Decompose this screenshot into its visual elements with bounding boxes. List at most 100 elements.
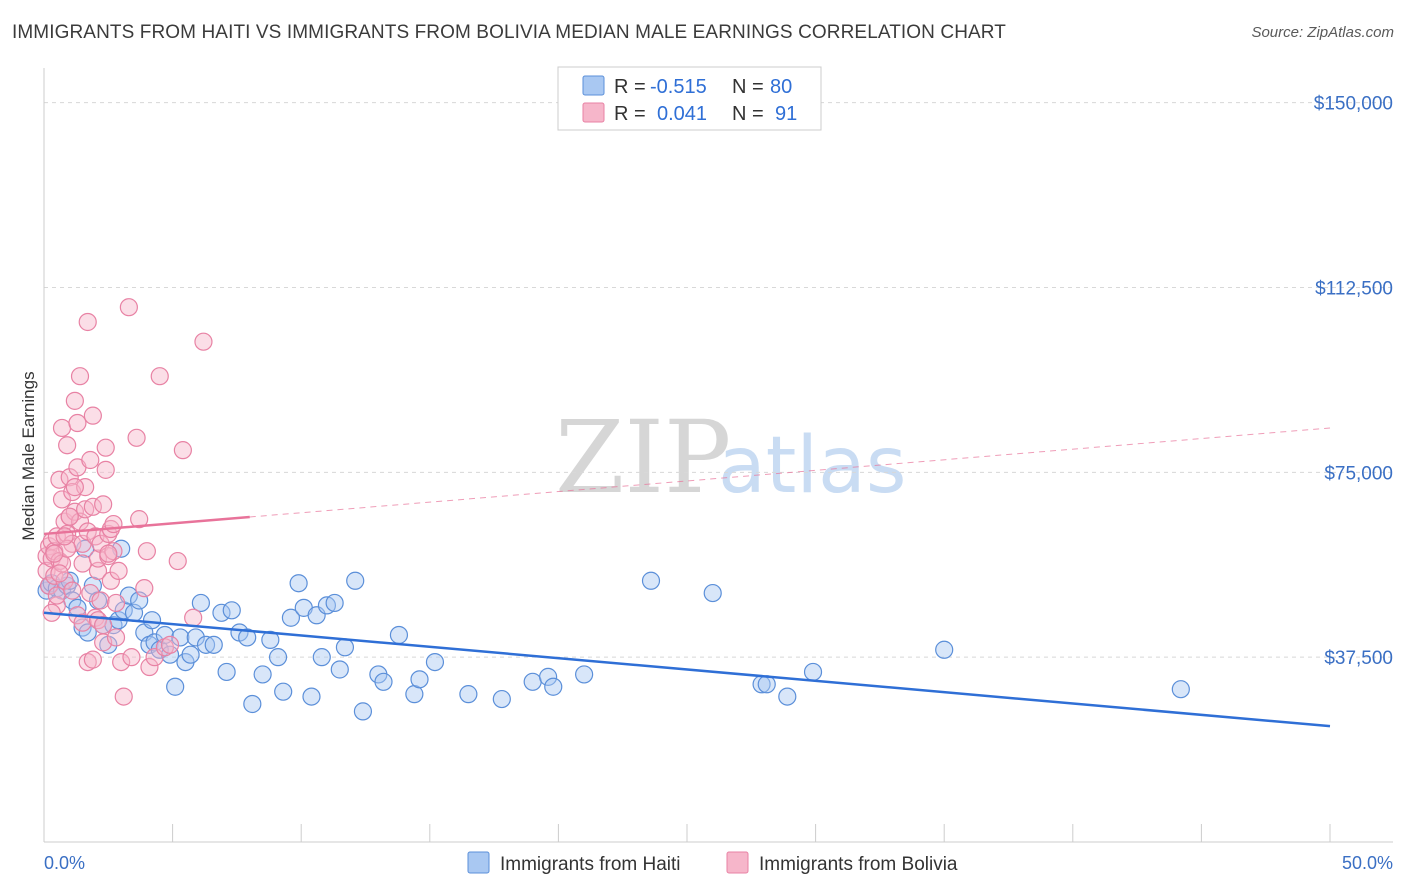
bolivia-point: [50, 564, 69, 583]
haiti-point: [389, 625, 409, 645]
bolivia-point: [99, 544, 118, 563]
haiti-point: [243, 694, 262, 714]
bolivia-point: [65, 478, 84, 497]
y-tick-label: $150,000: [1314, 94, 1393, 115]
bolivia-point: [91, 591, 110, 610]
haiti-point: [1171, 680, 1190, 699]
source-credit: Source: ZipAtlas.com: [1251, 24, 1394, 41]
bolivia-point: [96, 438, 115, 457]
bottom-legend-label-bolivia: Immigrants from Bolivia: [759, 854, 958, 875]
haiti-point: [778, 687, 797, 706]
bolivia-point: [94, 495, 113, 514]
bolivia-point: [140, 657, 159, 677]
haiti-point: [204, 635, 223, 654]
haiti-point: [935, 640, 954, 659]
bolivia-point: [78, 312, 97, 332]
legend-n-value-haiti: 80: [770, 76, 792, 98]
bolivia-point: [122, 648, 141, 667]
bolivia-point: [58, 436, 77, 455]
bolivia-point: [73, 613, 92, 632]
haiti-point: [757, 675, 776, 694]
chart-title: IMMIGRANTS FROM HAITI VS IMMIGRANTS FROM…: [12, 22, 1006, 43]
watermark: ZIP atlas: [555, 399, 907, 516]
haiti-point: [238, 628, 257, 647]
haiti-point: [171, 628, 190, 647]
bolivia-point: [55, 527, 74, 546]
haiti-point: [335, 638, 355, 657]
bolivia-point: [135, 579, 154, 598]
gridlines: [44, 102, 1393, 658]
haiti-point: [374, 672, 393, 691]
haiti-point: [268, 648, 288, 667]
bolivia-point: [130, 510, 149, 529]
bolivia-point: [160, 635, 180, 654]
legend-swatch-haiti: [582, 75, 605, 96]
bolivia-trendline-solid: [43, 515, 250, 536]
bolivia-trendline-dashed: [249, 427, 1331, 518]
bolivia-point: [73, 554, 92, 573]
haiti-point: [302, 687, 321, 706]
bolivia-point: [47, 586, 66, 605]
bolivia-point: [81, 450, 100, 470]
haiti-point: [142, 611, 162, 630]
bolivia-point: [68, 413, 87, 433]
legend-n-label-bolivia: N =: [732, 103, 764, 125]
bolivia-point: [63, 534, 82, 553]
trendlines: [43, 427, 1331, 728]
haiti-trendline: [43, 611, 1331, 728]
haiti-point: [155, 625, 174, 645]
haiti-point: [353, 702, 373, 721]
bolivia-point: [150, 367, 169, 386]
bolivia-point: [106, 593, 126, 613]
x-tick-label-left: 0.0%: [44, 853, 85, 873]
x-tick-label-right: 50.0%: [1342, 853, 1393, 873]
haiti-point: [325, 593, 344, 613]
legend-r-label-bolivia: R =: [614, 103, 646, 125]
bolivia-point: [109, 561, 128, 581]
haiti-point: [78, 623, 97, 642]
legend-swatch-bolivia: [582, 102, 605, 123]
watermark-atlas: atlas: [718, 421, 907, 511]
x-tick-labels: 0.0% 50.0%: [44, 853, 1393, 873]
y-tick-label: $75,000: [1324, 463, 1393, 484]
bolivia-point: [106, 628, 126, 647]
bolivia-point: [60, 507, 79, 526]
bottom-legend-swatch-bolivia: [726, 851, 749, 874]
haiti-point: [261, 630, 280, 650]
haiti-point: [312, 648, 331, 667]
series-legend: Immigrants from Haiti Immigrants from Bo…: [467, 851, 958, 875]
bolivia-point: [137, 542, 156, 561]
haiti-point: [281, 608, 301, 627]
haiti-point: [410, 670, 429, 689]
bolivia-point: [81, 583, 100, 603]
haiti-point: [539, 667, 558, 686]
haiti-point: [523, 672, 542, 691]
y-tick-label: $37,500: [1324, 648, 1393, 669]
bolivia-point: [88, 561, 108, 581]
haiti-point: [222, 601, 241, 620]
bolivia-point: [184, 608, 203, 627]
series-haiti-points: [37, 539, 1190, 721]
bolivia-point: [127, 428, 146, 447]
bolivia-point: [101, 571, 120, 590]
bolivia-point: [52, 490, 72, 509]
haiti-point: [274, 682, 293, 701]
haiti-point: [641, 571, 661, 590]
haiti-point: [492, 689, 511, 709]
bolivia-point: [94, 616, 113, 635]
haiti-point: [196, 635, 216, 654]
bottom-legend-swatch-haiti: [467, 851, 490, 874]
legend-r-value-bolivia: 0.041: [657, 103, 707, 125]
bolivia-point: [63, 581, 82, 600]
bolivia-point: [96, 460, 115, 479]
legend-n-value-bolivia: 91: [775, 103, 797, 125]
legend-r-label-haiti: R =: [614, 76, 646, 98]
haiti-point: [544, 677, 563, 696]
y-axis-label: Median Male Earnings: [19, 371, 38, 540]
haiti-point: [803, 662, 823, 682]
haiti-point: [703, 583, 722, 603]
haiti-point: [191, 593, 210, 613]
bolivia-point: [112, 652, 131, 672]
axes: [43, 68, 1393, 843]
